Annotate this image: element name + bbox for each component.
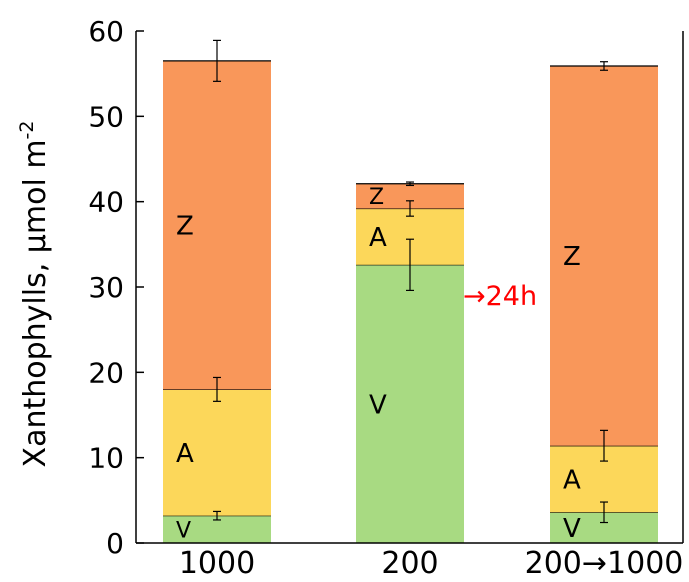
x-tick-label-2: 200 [381,546,438,578]
bars-layer [163,60,658,543]
y-tick-label: 10 [88,442,124,475]
bar-1-label-a: A [176,439,194,469]
bar-3-error-bar-z [600,61,608,71]
bar-2-label-v: V [369,390,387,420]
error-bars-layer [213,39,608,524]
y-tick-label: 20 [88,356,124,389]
x-tick-label-1: 1000 [179,546,255,578]
y-tick-label: 40 [88,186,124,219]
y-tick-label: 0 [106,527,124,560]
bar-2-label-z: Z [369,185,384,210]
bar-1-error-bar-v [213,510,221,521]
bar-3-error-bar-a [600,429,608,462]
bar-3-label-a: A [563,465,581,495]
bar-2-error-bar-a [406,200,414,217]
bar-3-segment-z [550,65,658,446]
bar-1-segment-z [163,60,271,390]
bar-2-error-bar-z [406,181,414,187]
bar-1-segment-a [163,389,271,516]
y-tick-label: 60 [88,15,124,48]
y-tick-label: 30 [88,271,124,304]
bar-1-error-bar-z [213,39,221,82]
bar-3-error-bar-v [600,501,608,524]
bar-1-label-z: Z [176,211,194,241]
bar-1-label-v: V [176,518,191,543]
x-tick-label-3: 200→1000 [525,546,684,578]
y-tick-label: 50 [88,100,124,133]
bar-3-label-v: V [563,514,581,544]
bar-2-label-a: A [369,223,387,253]
axes-layer: 1000 200 200→1000 0 10 20 30 40 50 60 [88,15,684,581]
y-axis-title: Xanthophylls, μmol m-2 [16,121,53,468]
bar-1-error-bar-a [213,376,221,402]
time-annotation: →24h [463,281,537,312]
bar-2-error-bar-v [406,238,414,292]
bar-2-segment-v [356,264,464,543]
bar-3-label-z: Z [563,242,581,272]
